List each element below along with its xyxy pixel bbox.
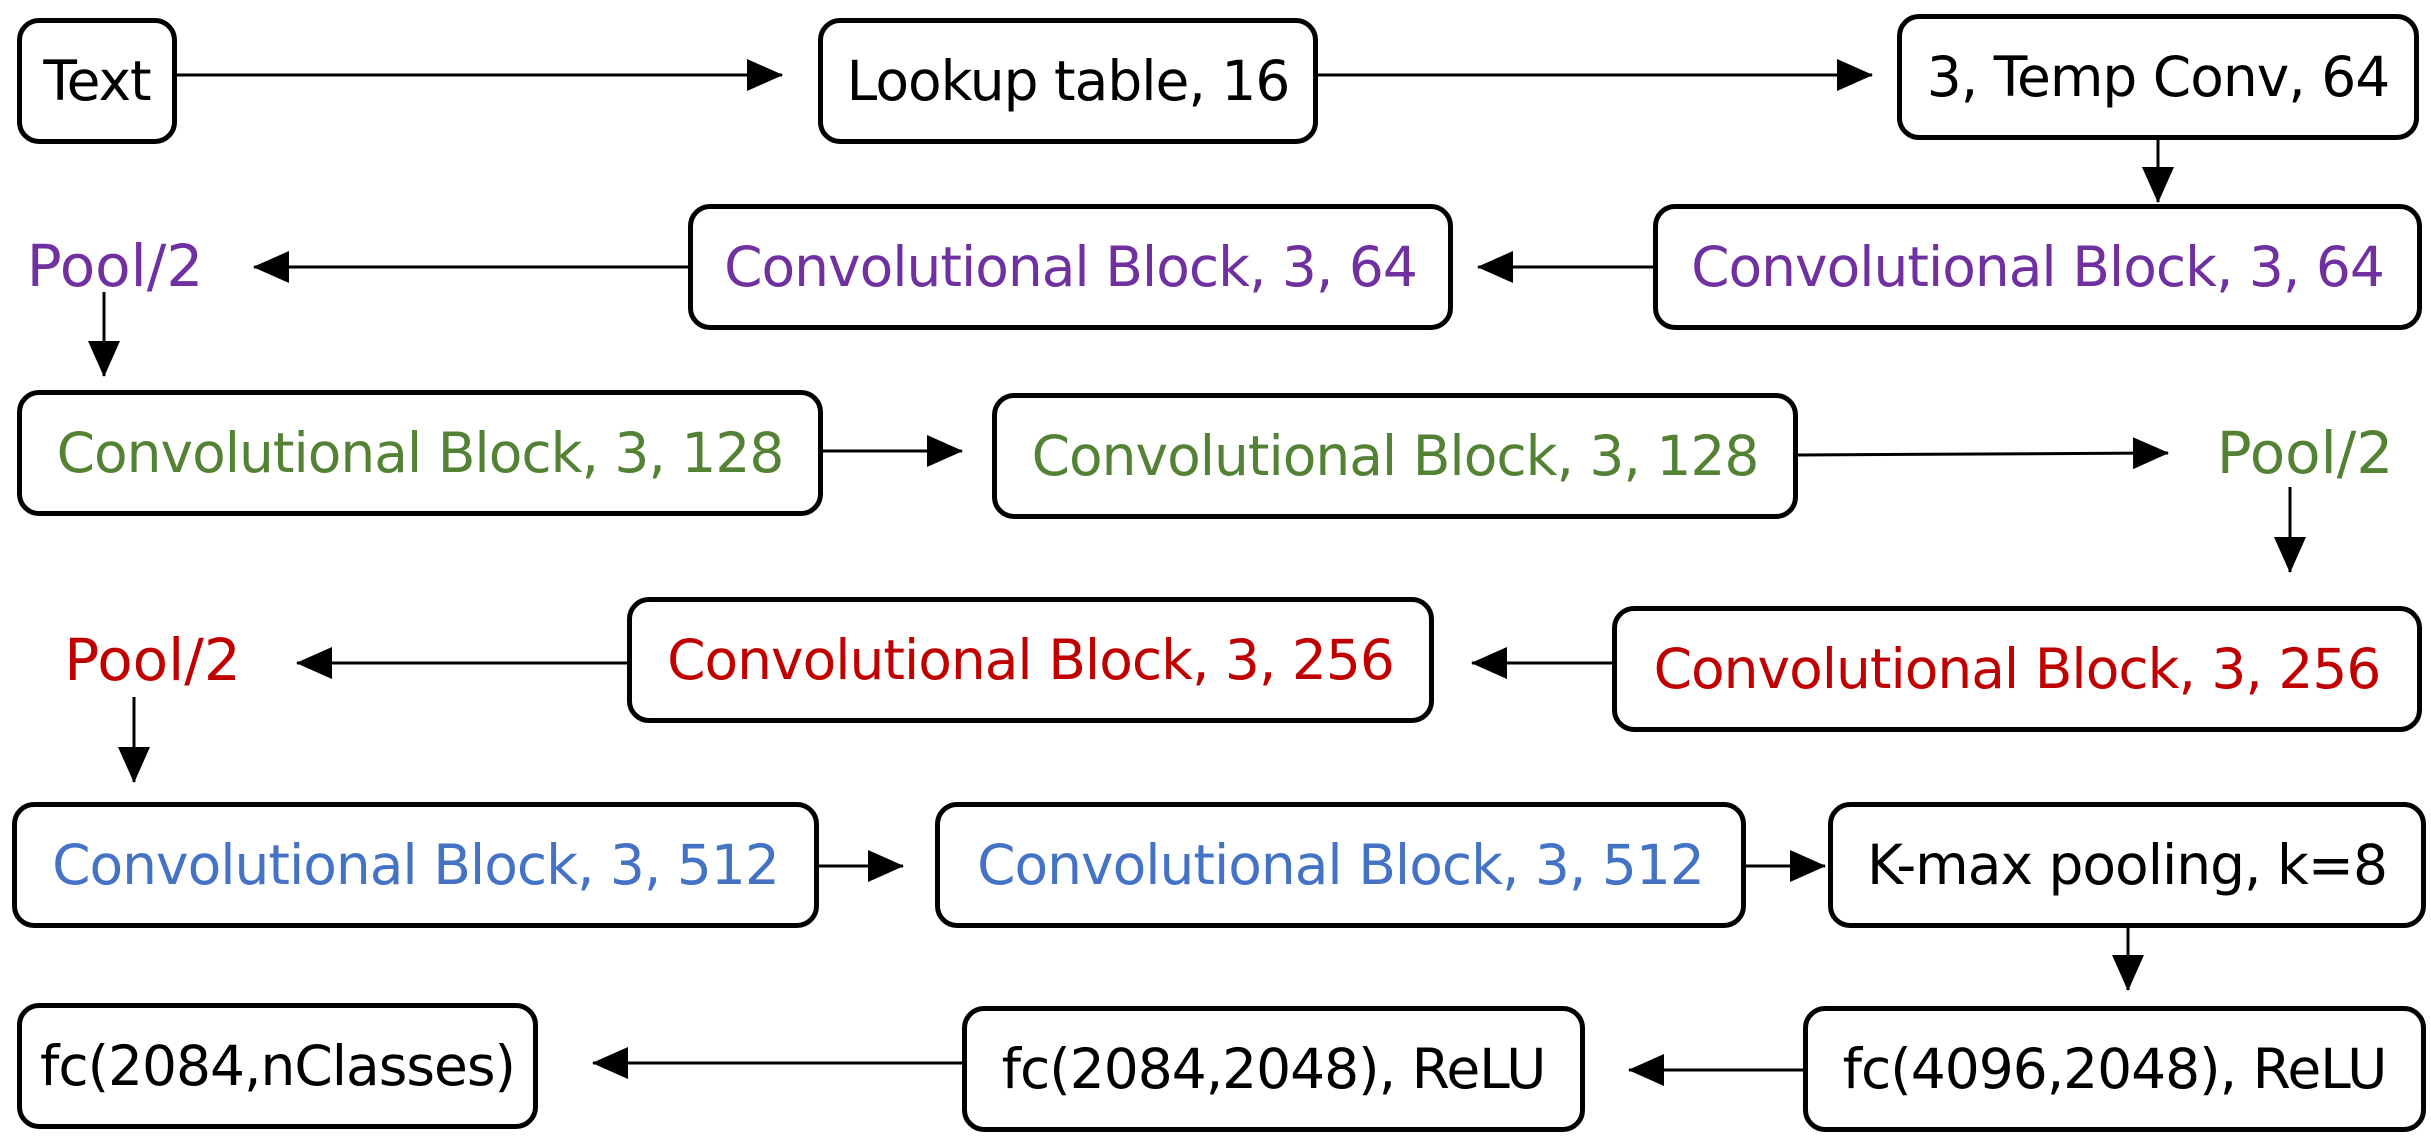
arrow-conv128b-to-pool (1797, 437, 2169, 470)
conv-block-256-a: Convolutional Block, 3, 256 (627, 597, 1434, 723)
node-fc-mid-label: fc(2084,2048), ReLU (1001, 1037, 1547, 1101)
conv-block-512-a-label: Convolutional Block, 3, 512 (52, 833, 780, 897)
conv-block-64-a: Convolutional Block, 3, 64 (688, 204, 1453, 330)
pool-128-label: Pool/2 (2216, 419, 2394, 487)
conv-block-512-a: Convolutional Block, 3, 512 (12, 802, 819, 928)
node-k-max-pooling-label: K-max pooling, k=8 (1867, 833, 2388, 897)
pool-256-label: Pool/2 (64, 626, 241, 694)
conv-block-512-b: Convolutional Block, 3, 512 (935, 802, 1746, 928)
conv-block-128-b: Convolutional Block, 3, 128 (992, 393, 1798, 519)
node-fc-out-label: fc(2084,nClasses) (39, 1034, 516, 1098)
conv-block-256-b-label: Convolutional Block, 3, 256 (1653, 637, 2382, 701)
pool-64: Pool/2 (20, 226, 210, 306)
node-temp-conv-label: 3, Temp Conv, 64 (1926, 45, 2390, 109)
pool-64-label: Pool/2 (26, 232, 204, 300)
node-fc-in: fc(4096,2048), ReLU (1803, 1006, 2426, 1132)
conv-block-64-b-label: Convolutional Block, 3, 64 (1691, 235, 2385, 299)
node-fc-out: fc(2084,nClasses) (17, 1003, 538, 1129)
node-text: Text (17, 18, 177, 144)
conv-block-128-b-label: Convolutional Block, 3, 128 (1031, 424, 1760, 488)
conv-block-256-b: Convolutional Block, 3, 256 (1612, 606, 2422, 732)
pool-256: Pool/2 (50, 620, 255, 700)
node-lookup-table: Lookup table, 16 (818, 18, 1318, 144)
node-fc-mid: fc(2084,2048), ReLU (962, 1006, 1585, 1132)
conv-block-128-a: Convolutional Block, 3, 128 (17, 390, 823, 516)
node-lookup-table-label: Lookup table, 16 (846, 49, 1291, 113)
conv-block-64-b: Convolutional Block, 3, 64 (1653, 204, 2422, 330)
conv-block-64-a-label: Convolutional Block, 3, 64 (724, 235, 1418, 299)
node-temp-conv: 3, Temp Conv, 64 (1897, 14, 2419, 140)
pool-128: Pool/2 (2195, 413, 2415, 493)
conv-block-512-b-label: Convolutional Block, 3, 512 (977, 833, 1705, 897)
node-fc-in-label: fc(4096,2048), ReLU (1842, 1037, 2388, 1101)
node-text-label: Text (43, 49, 151, 113)
conv-block-128-a-label: Convolutional Block, 3, 128 (56, 421, 785, 485)
node-k-max-pooling: K-max pooling, k=8 (1828, 802, 2426, 928)
conv-block-256-a-label: Convolutional Block, 3, 256 (667, 628, 1395, 692)
